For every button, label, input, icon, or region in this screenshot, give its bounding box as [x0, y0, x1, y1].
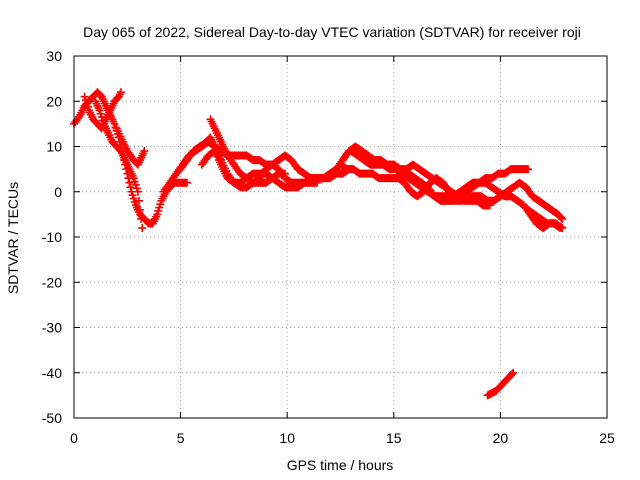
axis-ticks — [73, 55, 608, 419]
data-point — [140, 147, 149, 156]
y-tick-label: -40 — [42, 365, 62, 381]
series-track-14 — [483, 368, 518, 400]
data-point — [182, 178, 191, 187]
x-axis-label: GPS time / hours — [287, 457, 394, 473]
data-point — [135, 196, 144, 205]
series-track-3 — [91, 97, 147, 232]
data-point — [133, 187, 142, 196]
data-point — [75, 112, 84, 121]
series-track-8 — [197, 147, 322, 192]
data-point — [558, 214, 567, 223]
y-tick-label: -50 — [42, 410, 62, 426]
x-tick-label: 10 — [279, 430, 295, 446]
series-track-12 — [449, 165, 533, 205]
y-tick-label: -30 — [42, 320, 62, 336]
data-point — [136, 205, 145, 214]
data-point — [216, 154, 225, 163]
y-tick-label: 30 — [46, 48, 62, 64]
x-tick-label: 20 — [493, 430, 509, 446]
x-tick-label: 5 — [177, 430, 185, 446]
x-tick-labels: 0 5 10 15 20 25 — [70, 430, 615, 446]
y-axis-label: SDTVAR / TECUs — [5, 182, 21, 294]
y-tick-label: 20 — [46, 93, 62, 109]
y-tick-label: -10 — [42, 229, 62, 245]
series-track-4 — [112, 124, 149, 169]
data-point — [125, 178, 134, 187]
y-tick-labels: -50 -40 -30 -20 -10 0 10 20 30 — [42, 48, 62, 426]
series-track-2 — [80, 88, 125, 133]
x-tick-label: 25 — [599, 430, 615, 446]
data-point — [557, 213, 566, 222]
data-point — [138, 223, 147, 232]
y-tick-label: 0 — [54, 184, 62, 200]
data-point — [509, 368, 518, 377]
data-point — [556, 223, 565, 232]
grid — [74, 56, 607, 418]
data-point — [137, 214, 146, 223]
data-point — [524, 165, 533, 174]
data-point — [126, 183, 135, 192]
x-tick-label: 15 — [386, 430, 402, 446]
data-point — [313, 178, 322, 187]
data-point — [116, 88, 125, 97]
chart-title: Day 065 of 2022, Sidereal Day-to-day VTE… — [83, 24, 581, 40]
x-tick-label: 0 — [70, 430, 78, 446]
y-tick-label: 10 — [46, 139, 62, 155]
y-tick-label: -20 — [42, 274, 62, 290]
data-marks — [70, 88, 567, 400]
plot-frame — [73, 55, 608, 419]
data-point — [508, 369, 517, 378]
series-track-13 — [524, 205, 565, 232]
